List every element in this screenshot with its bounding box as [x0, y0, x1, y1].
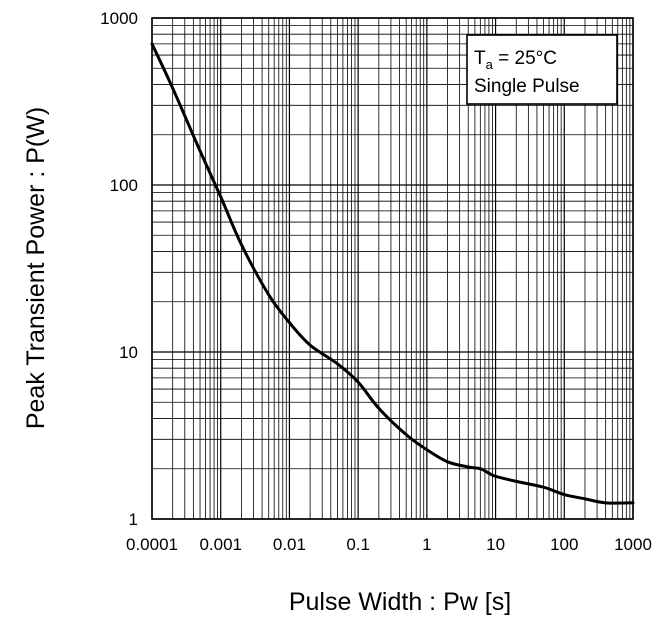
x-tick-label: 1000 [614, 535, 652, 554]
annotation-frame [466, 34, 618, 105]
y-tick-label: 1000 [100, 9, 138, 28]
annotation-main: T [474, 48, 486, 69]
plot-frame [151, 17, 634, 520]
x-tick-label: 1 [422, 535, 431, 554]
x-axis-title: Pulse Width : Pw [s] [289, 588, 511, 616]
x-tick-label: 0.0001 [126, 535, 178, 554]
y-tick-label: 100 [110, 176, 138, 195]
y-axis-title: Peak Transient Power : P(W) [22, 107, 50, 429]
y-tick-label: 1 [129, 510, 138, 529]
y-tick-label: 10 [119, 343, 138, 362]
tick-labels: 0.0001 0.001 0.01 0.1 1 10 100 1000 1 10 100 1000 [100, 9, 652, 554]
annotation-box: Ta = 25°C Single Pulse [466, 34, 618, 105]
power-curve-line [150, 42, 635, 505]
grid [151, 17, 634, 520]
x-tick-label: 100 [550, 535, 578, 554]
x-tick-label: 10 [486, 535, 505, 554]
x-tick-label: 0.01 [273, 535, 306, 554]
annotation-single-pulse: Single Pulse [474, 76, 580, 97]
annotation-condition: Ta = 25°C [474, 48, 557, 72]
x-tick-label: 0.001 [199, 535, 242, 554]
annotation-subscript: a [486, 57, 494, 72]
annotation-value: = 25°C [493, 48, 557, 69]
series-layer [150, 42, 635, 505]
x-tick-label: 0.1 [346, 535, 370, 554]
